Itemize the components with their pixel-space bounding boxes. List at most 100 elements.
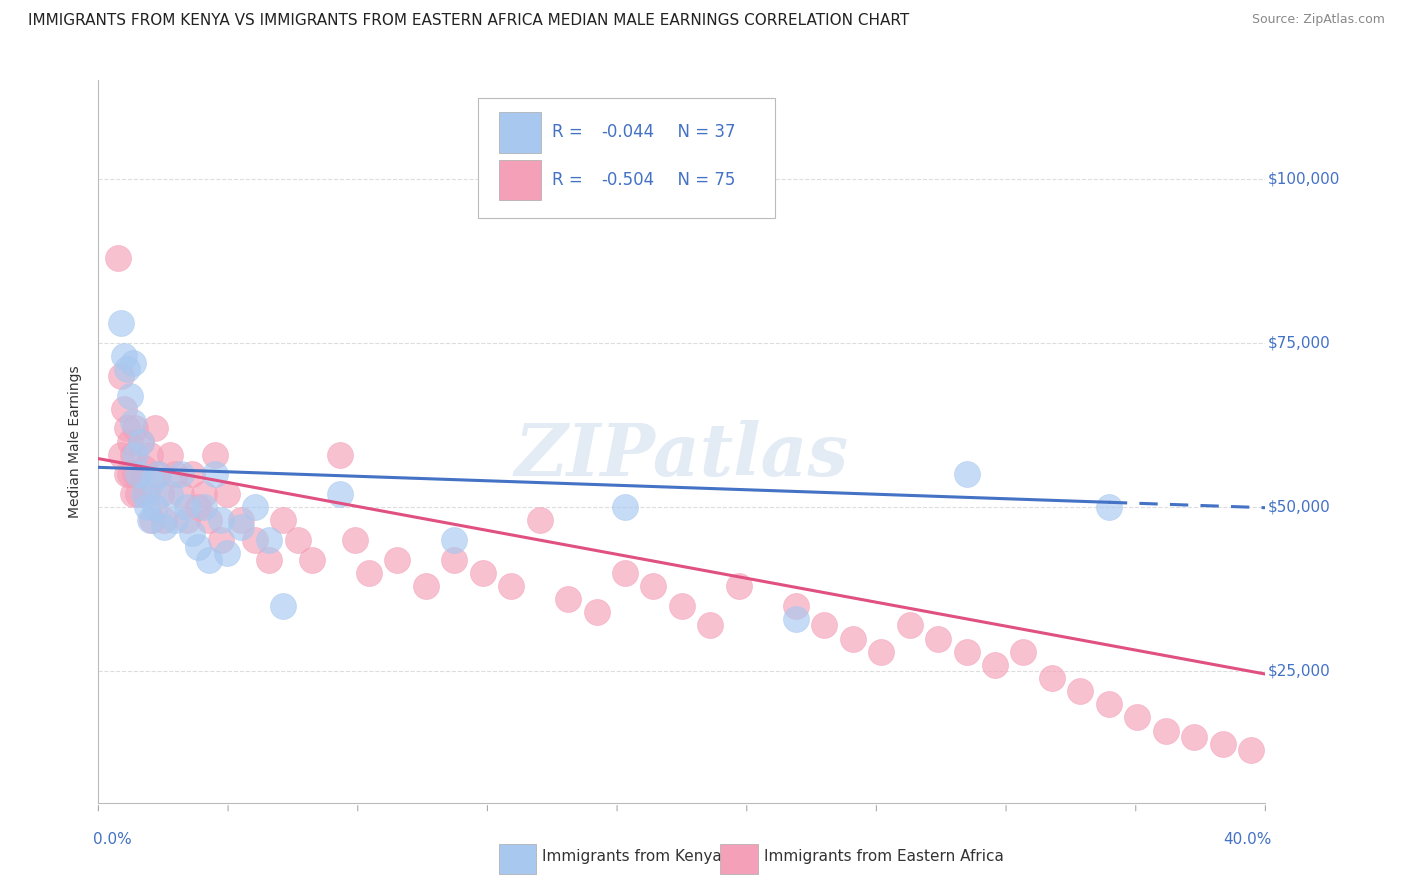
Point <box>124 448 146 462</box>
Point <box>387 553 409 567</box>
Point <box>471 566 494 580</box>
Point <box>955 467 977 482</box>
Point <box>170 467 193 482</box>
Point <box>124 421 146 435</box>
Text: Immigrants from Kenya: Immigrants from Kenya <box>541 849 721 864</box>
Point <box>329 487 352 501</box>
Point <box>257 533 280 547</box>
Point <box>557 592 579 607</box>
Text: ZIPatlas: ZIPatlas <box>515 420 849 491</box>
Point <box>357 566 380 580</box>
Point <box>143 421 166 435</box>
Point <box>170 487 193 501</box>
Point <box>273 599 295 613</box>
Point <box>898 618 921 632</box>
Point <box>110 448 132 462</box>
Point <box>585 605 607 619</box>
Point <box>1012 645 1035 659</box>
Text: IMMIGRANTS FROM KENYA VS IMMIGRANTS FROM EASTERN AFRICA MEDIAN MALE EARNINGS COR: IMMIGRANTS FROM KENYA VS IMMIGRANTS FROM… <box>28 13 910 29</box>
Point <box>127 467 149 482</box>
Point <box>193 500 215 515</box>
Point <box>198 513 221 527</box>
Text: $50,000: $50,000 <box>1268 500 1330 515</box>
Point <box>115 362 138 376</box>
Point <box>181 526 204 541</box>
Point <box>118 388 141 402</box>
Point <box>699 618 721 632</box>
Point <box>870 645 893 659</box>
Point <box>121 487 143 501</box>
Text: -0.504: -0.504 <box>602 171 655 189</box>
Point <box>135 500 157 515</box>
Point <box>927 632 949 646</box>
Point <box>135 487 157 501</box>
Point <box>614 566 637 580</box>
Point <box>1126 710 1149 724</box>
FancyBboxPatch shape <box>478 98 775 218</box>
Point <box>1268 749 1291 764</box>
Point <box>1154 723 1177 738</box>
FancyBboxPatch shape <box>499 844 536 874</box>
Point <box>153 513 176 527</box>
Point <box>1040 671 1063 685</box>
Point <box>984 657 1007 672</box>
Point <box>132 487 155 501</box>
Point <box>287 533 309 547</box>
Point <box>187 540 209 554</box>
FancyBboxPatch shape <box>499 160 541 200</box>
Point <box>443 533 465 547</box>
Point <box>257 553 280 567</box>
Point <box>301 553 323 567</box>
Text: -0.044: -0.044 <box>602 123 655 141</box>
Point <box>121 415 143 429</box>
Point <box>785 599 807 613</box>
Point <box>1098 500 1121 515</box>
Point <box>1240 743 1263 757</box>
Point <box>118 467 141 482</box>
Point <box>141 474 163 488</box>
Point <box>138 513 160 527</box>
Point <box>112 401 135 416</box>
Point <box>121 356 143 370</box>
Text: Immigrants from Eastern Africa: Immigrants from Eastern Africa <box>763 849 1004 864</box>
Point <box>153 520 176 534</box>
Text: 40.0%: 40.0% <box>1223 831 1271 847</box>
Point <box>614 500 637 515</box>
Point <box>204 448 226 462</box>
Point <box>643 579 665 593</box>
Text: N = 75: N = 75 <box>666 171 735 189</box>
Point <box>107 251 129 265</box>
Point <box>1069 684 1091 698</box>
Point <box>165 513 187 527</box>
Text: R =: R = <box>553 171 588 189</box>
Point <box>148 467 170 482</box>
Point <box>115 421 138 435</box>
Point <box>529 513 551 527</box>
Point <box>343 533 366 547</box>
Point <box>138 448 160 462</box>
Point <box>165 467 187 482</box>
Point <box>121 448 143 462</box>
Point <box>110 368 132 383</box>
FancyBboxPatch shape <box>499 112 541 153</box>
Point <box>204 467 226 482</box>
Point <box>209 513 232 527</box>
Point <box>443 553 465 567</box>
Point <box>955 645 977 659</box>
Text: R =: R = <box>553 123 588 141</box>
Text: N = 37: N = 37 <box>666 123 735 141</box>
Text: Source: ZipAtlas.com: Source: ZipAtlas.com <box>1251 13 1385 27</box>
Point <box>176 500 198 515</box>
Point <box>132 460 155 475</box>
Point <box>124 467 146 482</box>
Point <box>176 513 198 527</box>
Point <box>110 316 132 330</box>
Point <box>1098 698 1121 712</box>
Point <box>129 434 152 449</box>
Point <box>229 513 252 527</box>
Point <box>841 632 863 646</box>
Point <box>1326 763 1348 777</box>
Point <box>141 513 163 527</box>
Point <box>1296 756 1319 771</box>
Point <box>243 500 266 515</box>
